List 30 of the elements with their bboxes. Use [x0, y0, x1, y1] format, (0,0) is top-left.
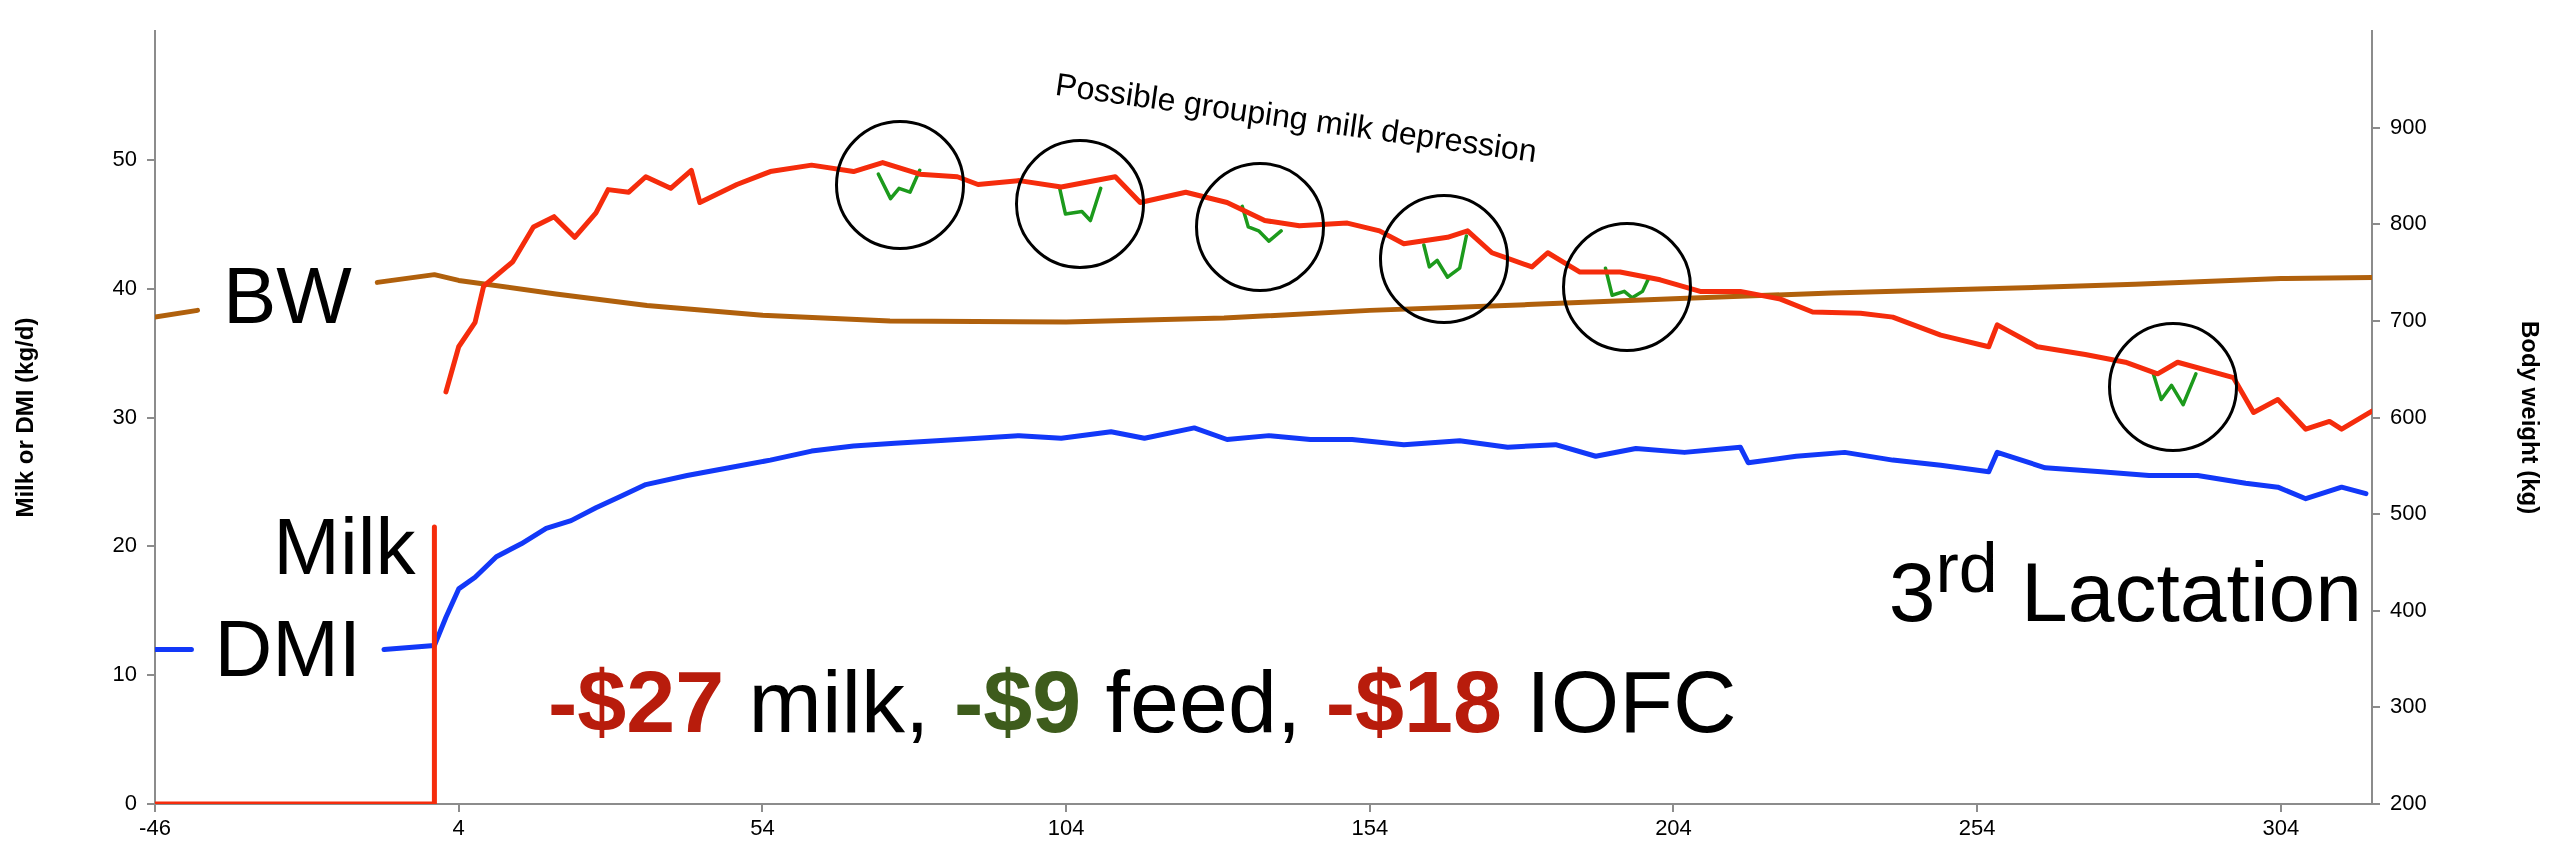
- y2-tick-label: 300: [2390, 693, 2427, 719]
- y-tick-label: 20: [112, 532, 137, 558]
- y2-tick-label: 900: [2390, 113, 2427, 139]
- x-tick-label: 254: [1958, 815, 1996, 841]
- y2-tick-label: 400: [2390, 596, 2427, 622]
- x-tick-label: 204: [1655, 815, 1692, 841]
- y2-tick-label: 600: [2390, 403, 2427, 429]
- x-tick-label: -46: [139, 815, 171, 841]
- y2-tick-label: 200: [2390, 790, 2427, 816]
- y2-tick-label: 700: [2390, 307, 2427, 333]
- y-axis-title: Milk or DMI (kg/d): [11, 317, 39, 518]
- y2-axis-title: Body weight (kg): [2516, 320, 2544, 515]
- x-tick-label: 104: [1047, 815, 1085, 841]
- x-tick-label: 154: [1351, 815, 1389, 841]
- y2-tick-label: 800: [2390, 210, 2427, 236]
- y-tick-label: 40: [112, 274, 137, 300]
- y2-tick-label: 500: [2390, 500, 2427, 526]
- y-tick-label: 10: [112, 661, 137, 687]
- y-tick-label: 30: [112, 403, 137, 429]
- annotation: 3$^{rd}$ Lactation: [1888, 529, 2362, 639]
- y-tick-label: 50: [112, 146, 137, 172]
- y-tick-label: 0: [124, 790, 137, 816]
- x-tick-label: 54: [750, 815, 775, 841]
- series-label: BW: [222, 251, 352, 341]
- x-tick-label: 304: [2262, 815, 2300, 841]
- annotation: -$27 milk, -$9 feed, -$18 IOFC: [548, 652, 1737, 751]
- series-label: Milk: [273, 502, 416, 592]
- annotation: Possible grouping milk depression: [1053, 66, 1540, 170]
- x-tick-label: 4: [452, 815, 465, 841]
- series-label: DMI: [214, 604, 362, 694]
